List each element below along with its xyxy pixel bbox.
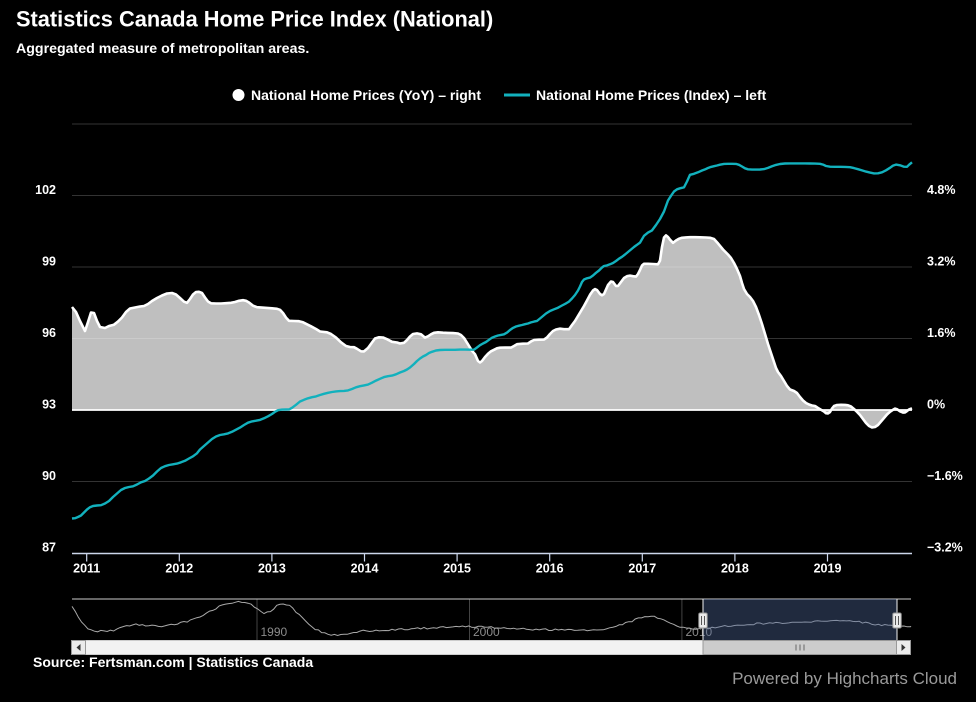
svg-text:2012: 2012 [165, 562, 193, 576]
svg-text:−3.2%: −3.2% [927, 541, 963, 555]
svg-text:2015: 2015 [443, 562, 471, 576]
svg-text:99: 99 [42, 255, 56, 269]
svg-text:Source: Fertsman.com | Statist: Source: Fertsman.com | Statistics Canada [33, 654, 313, 670]
svg-text:3.2%: 3.2% [927, 255, 956, 269]
svg-text:2000: 2000 [473, 625, 500, 639]
svg-text:1.6%: 1.6% [927, 326, 956, 340]
svg-text:2013: 2013 [258, 562, 286, 576]
svg-text:Aggregated measure of metropol: Aggregated measure of metropolitan areas… [16, 41, 309, 57]
svg-text:National Home Prices (YoY) – r: National Home Prices (YoY) – right [251, 87, 481, 103]
svg-text:2016: 2016 [536, 562, 564, 576]
svg-text:102: 102 [35, 183, 56, 197]
svg-text:−1.6%: −1.6% [927, 469, 963, 483]
svg-text:Statistics Canada Home Price I: Statistics Canada Home Price Index (Nati… [16, 7, 493, 32]
svg-text:0%: 0% [927, 398, 945, 412]
svg-text:4.8%: 4.8% [927, 183, 956, 197]
svg-text:90: 90 [42, 469, 56, 483]
svg-text:National Home Prices (Index) –: National Home Prices (Index) – left [536, 87, 767, 103]
svg-text:93: 93 [42, 398, 56, 412]
svg-text:2014: 2014 [351, 562, 379, 576]
svg-text:2017: 2017 [628, 562, 656, 576]
svg-text:2019: 2019 [814, 562, 842, 576]
svg-text:2011: 2011 [73, 562, 100, 576]
svg-text:Powered by Highcharts Cloud: Powered by Highcharts Cloud [732, 669, 957, 688]
svg-text:87: 87 [42, 541, 56, 555]
svg-text:1990: 1990 [261, 625, 288, 639]
svg-text:96: 96 [42, 326, 56, 340]
svg-text:2018: 2018 [721, 562, 749, 576]
